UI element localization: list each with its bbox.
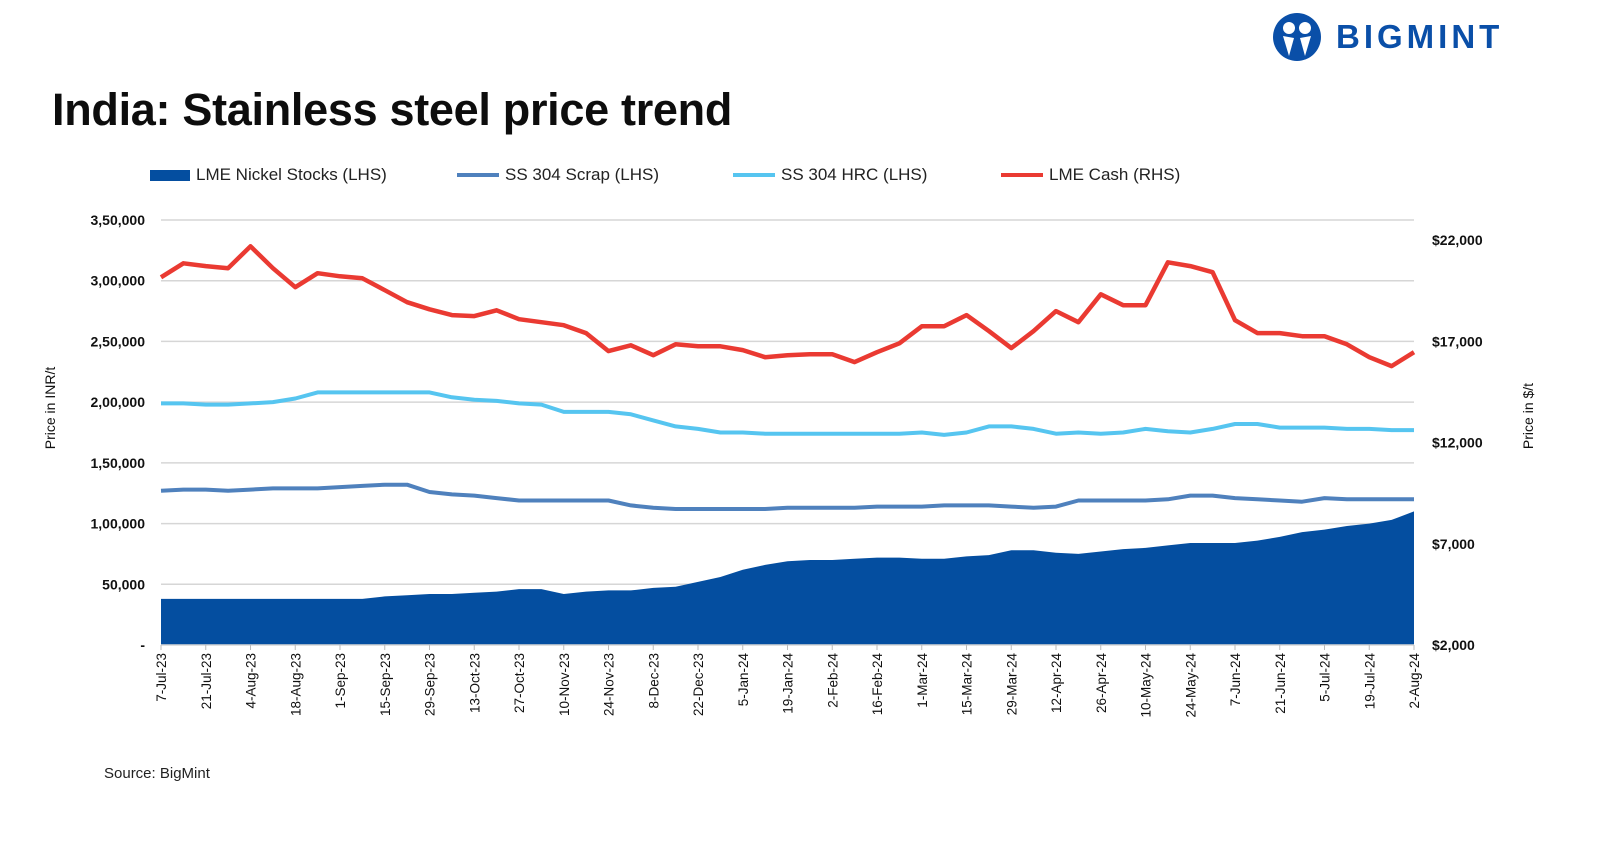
y-left-axis-label: Price in INR/t <box>42 367 58 450</box>
x-tick-label: 2-Feb-24 <box>825 653 840 708</box>
y-right-tick-label: $17,000 <box>1432 333 1483 349</box>
y-left-tick-label: 3,50,000 <box>91 212 146 228</box>
y-right-tick-label: $22,000 <box>1432 232 1483 248</box>
x-tick-label: 15-Mar-24 <box>960 653 975 716</box>
y-right-tick-label: $7,000 <box>1432 536 1475 552</box>
x-tick-label: 29-Mar-24 <box>1004 653 1019 716</box>
legend-item-ss304-scrap: SS 304 Scrap (LHS) <box>457 165 733 185</box>
x-tick-label: 5-Jul-24 <box>1318 653 1333 702</box>
x-tick-label: 12-Apr-24 <box>1049 653 1064 714</box>
series-line-2 <box>161 390 1414 437</box>
bigmint-logo: BIGMINT <box>1272 12 1503 62</box>
legend-swatch <box>1001 173 1043 177</box>
chart-legend: LME Nickel Stocks (LHS) SS 304 Scrap (LH… <box>150 165 1180 185</box>
legend-swatch <box>457 173 499 177</box>
y-right-axis-label: Price in $/t <box>1520 383 1536 449</box>
legend-label: SS 304 HRC (LHS) <box>781 165 928 184</box>
y-left-tick-label: - <box>140 637 145 653</box>
y-left-tick-label: 3,00,000 <box>91 273 146 289</box>
legend-label: SS 304 Scrap (LHS) <box>505 165 660 184</box>
legend-label: LME Nickel Stocks (LHS) <box>196 165 387 184</box>
page-title: India: Stainless steel price trend <box>52 84 733 135</box>
x-tick-label: 10-May-24 <box>1139 653 1154 718</box>
x-tick-label: 5-Jan-24 <box>736 653 751 707</box>
x-tick-label: 1-Sep-23 <box>333 653 348 709</box>
x-tick-label: 13-Oct-23 <box>467 653 482 713</box>
x-tick-label: 15-Sep-23 <box>378 653 393 716</box>
y-left-tick-label: 1,00,000 <box>91 516 146 532</box>
x-tick-label: 21-Jun-24 <box>1273 653 1288 714</box>
legend-swatch <box>150 169 190 181</box>
series-area-nickel-stocks <box>161 511 1414 645</box>
legend-item-ss304-hrc: SS 304 HRC (LHS) <box>733 165 1001 185</box>
y-right-tick-label: $12,000 <box>1432 435 1483 451</box>
y-left-tick-label: 2,50,000 <box>91 333 146 349</box>
x-tick-label: 7-Jun-24 <box>1228 653 1243 707</box>
legend-swatch <box>733 173 775 177</box>
x-tick-label: 24-Nov-23 <box>602 653 617 716</box>
x-tick-label: 22-Dec-23 <box>691 653 706 716</box>
legend-label: LME Cash (RHS) <box>1049 165 1181 184</box>
x-tick-label: 21-Jul-23 <box>199 653 214 709</box>
y-left-tick-label: 1,50,000 <box>91 455 146 471</box>
x-tick-label: 19-Jul-24 <box>1362 653 1377 710</box>
series-line-3 <box>159 244 1416 369</box>
x-tick-label: 18-Aug-23 <box>288 653 303 716</box>
y-left-tick-label: 50,000 <box>102 576 145 592</box>
x-tick-label: 27-Oct-23 <box>512 653 527 713</box>
legend-item-lme-cash: LME Cash (RHS) <box>1001 165 1180 185</box>
x-tick-label: 7-Jul-23 <box>154 653 169 702</box>
x-tick-label: 8-Dec-23 <box>646 653 661 709</box>
logo-text: BIGMINT <box>1336 18 1504 55</box>
x-tick-label: 26-Apr-24 <box>1094 653 1109 714</box>
x-tick-label: 1-Mar-24 <box>915 653 930 708</box>
x-tick-label: 10-Nov-23 <box>557 653 572 716</box>
y-left-tick-label: 2,00,000 <box>91 394 146 410</box>
x-tick-label: 24-May-24 <box>1183 653 1198 718</box>
x-tick-label: 29-Sep-23 <box>423 653 438 716</box>
bigmint-logo-icon <box>1273 13 1321 61</box>
x-tick-label: 19-Jan-24 <box>781 653 796 714</box>
source-note: Source: BigMint <box>104 765 210 782</box>
x-tick-label: 16-Feb-24 <box>870 653 885 716</box>
x-tick-label: 2-Aug-24 <box>1407 653 1422 709</box>
y-right-tick-label: $2,000 <box>1432 637 1475 653</box>
series-line-1 <box>160 482 1414 511</box>
legend-item-nickel-stocks: LME Nickel Stocks (LHS) <box>150 165 457 185</box>
x-tick-label: 4-Aug-23 <box>244 653 259 709</box>
